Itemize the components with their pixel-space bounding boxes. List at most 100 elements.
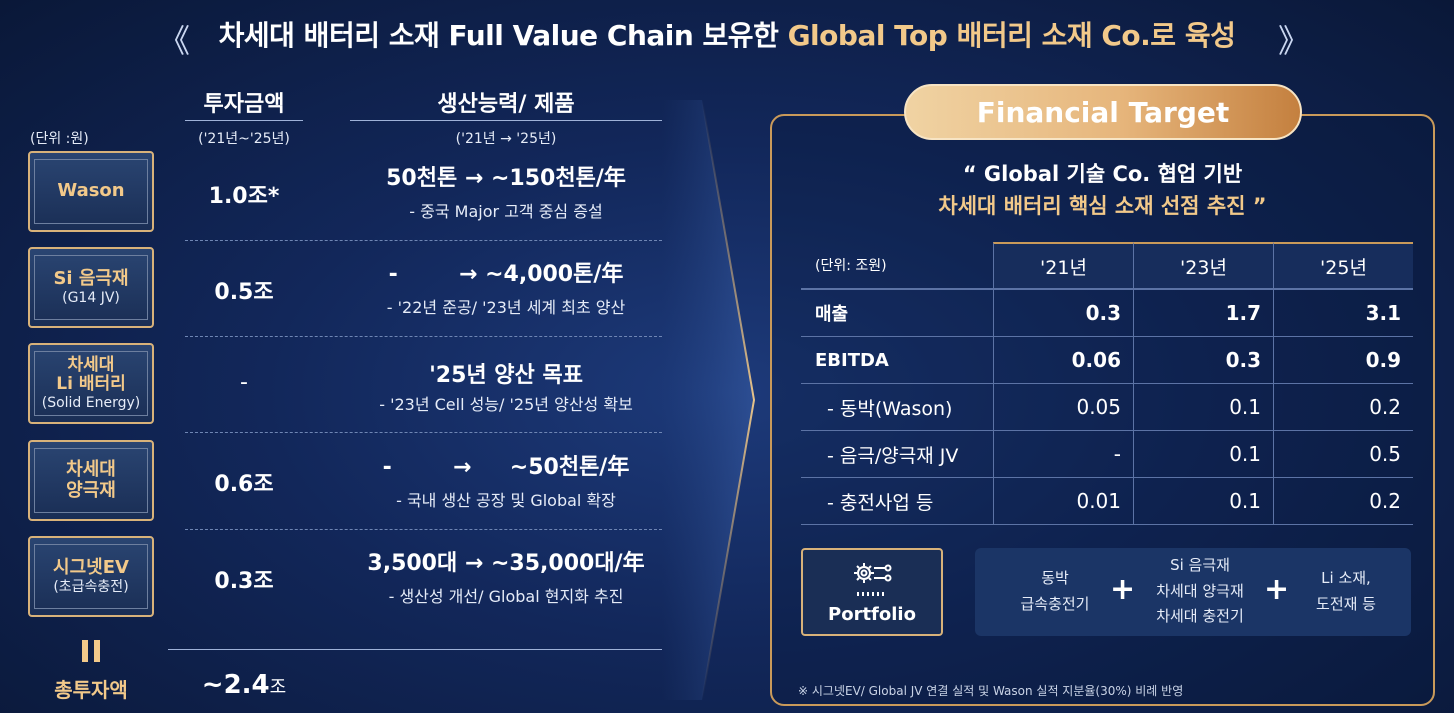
invest-header: 투자금액 xyxy=(203,92,285,117)
business-name: 차세대 Li 배터리 xyxy=(56,354,126,395)
table-header-row: (단위: 조원) '21년 '23년 '25년 xyxy=(801,242,1413,289)
gear-network-icon xyxy=(854,562,892,596)
business-name: Si 음극재 xyxy=(53,268,129,290)
table-cell: - xyxy=(993,431,1133,477)
flow-arrow-icon xyxy=(662,100,756,700)
group-line: 동박 xyxy=(1041,569,1069,587)
right-chevron-icon: 》 xyxy=(1278,22,1311,60)
table-unit: (단위: 조원) xyxy=(815,258,887,274)
business-name: 차세대 양극재 xyxy=(66,458,116,501)
invest-amount: 1.0조* xyxy=(208,184,280,209)
business-sub: (Solid Energy) xyxy=(41,395,141,411)
table-cell: 0.3 xyxy=(993,290,1133,336)
portfolio-label: Portfolio xyxy=(828,603,916,625)
table-row: - 충전사업 등 0.01 0.1 0.2 xyxy=(801,477,1413,525)
capacity-main: - → ~4,000톤/年 xyxy=(388,262,624,287)
invest-amount: 0.5조 xyxy=(214,280,274,305)
plus-icon: + xyxy=(1264,572,1290,607)
row-divider xyxy=(185,529,662,530)
table-cell: 1.7 xyxy=(1133,290,1273,336)
table-cell: 0.1 xyxy=(1133,431,1273,477)
table-cell: 0.01 xyxy=(993,478,1133,524)
group-line: 차세대 충전기 xyxy=(1156,607,1244,625)
row-divider xyxy=(185,336,662,337)
quote-line-2: 차세대 배터리 핵심 소재 선점 추진 ” xyxy=(938,194,1267,218)
group-line: Li 소재, xyxy=(1321,569,1371,587)
capacity-main: - → ~50천톤/年 xyxy=(382,455,630,480)
group-line: Si 음극재 xyxy=(1170,556,1230,574)
table-row: - 동박(Wason) 0.05 0.1 0.2 xyxy=(801,383,1413,430)
invest-period: ('21년~'25년) xyxy=(198,131,290,147)
table-row: - 음극/양극재 JV - 0.1 0.5 xyxy=(801,430,1413,477)
left-unit-label: (단위 :원) xyxy=(30,131,89,147)
capacity-cell: - → ~4,000톤/年 - '22년 준공/ '23년 세계 최초 양산 xyxy=(350,256,662,318)
equals-icon xyxy=(82,640,102,662)
row-label: - 충전사업 등 xyxy=(827,491,934,514)
financial-target-badge: Financial Target xyxy=(904,84,1302,140)
capacity-main: 3,500대 → ~35,000대/年 xyxy=(367,551,645,576)
table-cell: 0.9 xyxy=(1273,337,1413,383)
portfolio-group-2: Si 음극재 차세대 양극재 차세대 충전기 xyxy=(1140,553,1260,630)
total-amount: ~2.4조 xyxy=(185,670,303,700)
capacity-header: 생산능력/ 제품 xyxy=(437,92,575,117)
left-chevron-icon: 《 xyxy=(158,22,191,60)
portfolio-group-1: 동박 급속충전기 xyxy=(990,566,1120,617)
table-cell: 0.1 xyxy=(1133,478,1273,524)
capacity-desc: - '22년 준공/ '23년 세계 최초 양산 xyxy=(386,298,626,317)
business-sub: (G14 JV) xyxy=(62,289,120,306)
title-part1: 차세대 배터리 소재 Full Value Chain 보유한 xyxy=(218,19,788,52)
invest-amount: 0.6조 xyxy=(214,472,274,497)
total-value: ~2.4 xyxy=(201,670,270,700)
table-cell: 0.2 xyxy=(1273,384,1413,430)
table-cell: 0.2 xyxy=(1273,478,1413,524)
capacity-cell: - → ~50천톤/年 - 국내 생산 공장 및 Global 확장 xyxy=(350,449,662,511)
plus-icon: + xyxy=(1110,572,1136,607)
portfolio-group-3: Li 소재, 도전재 등 xyxy=(1296,566,1396,617)
invest-amount: - xyxy=(240,370,248,395)
table-row: 매출 0.3 1.7 3.1 xyxy=(801,289,1413,336)
row-divider xyxy=(185,240,662,241)
business-name: 시그넷EV xyxy=(53,557,129,579)
financial-table: (단위: 조원) '21년 '23년 '25년 매출 0.3 1.7 3.1 E… xyxy=(801,242,1413,525)
table-cell: 3.1 xyxy=(1273,290,1413,336)
business-box-cathode: 차세대 양극재 xyxy=(28,440,154,521)
portfolio-groups xyxy=(975,548,1411,636)
table-cell: 0.3 xyxy=(1133,337,1273,383)
capacity-main: '25년 양산 목표 xyxy=(429,363,583,388)
table-cell: 0.1 xyxy=(1133,384,1273,430)
table-row: EBITDA 0.06 0.3 0.9 xyxy=(801,336,1413,383)
capacity-cell: 50천톤 → ~150천톤/年 - 중국 Major 고객 중심 증설 xyxy=(350,160,662,222)
group-line: 급속충전기 xyxy=(1020,594,1090,613)
capacity-cell: '25년 양산 목표 - '23년 Cell 성능/ '25년 양산성 확보 xyxy=(350,357,662,415)
group-line: 차세대 양극재 xyxy=(1156,581,1244,600)
business-sub: (초급속충전) xyxy=(53,578,129,595)
capacity-desc: - 생산성 개선/ Global 현지화 추진 xyxy=(388,587,624,606)
invest-header-line xyxy=(185,120,303,121)
table-cell: 0.5 xyxy=(1273,431,1413,477)
capacity-main: 50천톤 → ~150천톤/年 xyxy=(386,166,626,191)
capacity-header-line xyxy=(350,120,662,121)
page-title: 차세대 배터리 소재 Full Value Chain 보유한 Global T… xyxy=(0,14,1454,54)
business-box-wason: Wason xyxy=(28,151,154,232)
business-name: Wason xyxy=(57,180,125,202)
total-label: 총투자액 xyxy=(54,678,128,702)
capacity-period: ('21년 → '25년) xyxy=(455,131,557,147)
capacity-desc: - 중국 Major 고객 중심 증설 xyxy=(409,202,603,221)
row-divider xyxy=(185,432,662,433)
row-label: - 음극/양극재 JV xyxy=(827,444,959,467)
capacity-desc: - 국내 생산 공장 및 Global 확장 xyxy=(396,491,616,510)
footnote: ※ 시그넷EV/ Global JV 연결 실적 및 Wason 실적 지분율(… xyxy=(798,684,1184,698)
title-part2: Global Top 배터리 소재 Co.로 육성 xyxy=(787,19,1236,52)
table-cell: 0.05 xyxy=(993,384,1133,430)
business-box-si-anode: Si 음극재 (G14 JV) xyxy=(28,247,154,328)
business-box-li-battery: 차세대 Li 배터리 (Solid Energy) xyxy=(28,343,154,424)
row-label: 매출 xyxy=(815,304,849,325)
table-cell: 0.06 xyxy=(993,337,1133,383)
total-divider xyxy=(168,649,662,650)
group-line: 도전재 등 xyxy=(1316,594,1376,613)
invest-amount: 0.3조 xyxy=(214,569,274,594)
capacity-cell: 3,500대 → ~35,000대/年 - 생산성 개선/ Global 현지화… xyxy=(350,545,662,607)
year-header: '23년 xyxy=(1133,242,1273,288)
capacity-desc: - '23년 Cell 성능/ '25년 양산성 확보 xyxy=(379,395,633,414)
portfolio-box: Portfolio xyxy=(801,548,943,636)
